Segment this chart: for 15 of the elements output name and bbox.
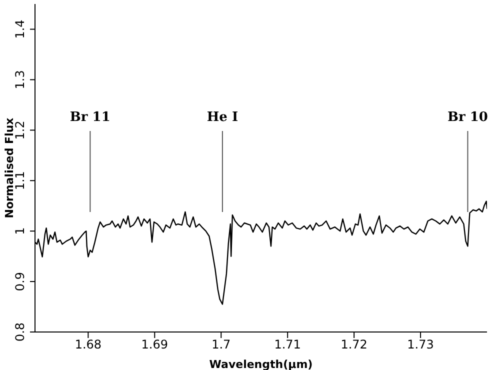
y-tick-label: 1.4 (13, 20, 27, 39)
y-tick-label: 0.9 (13, 272, 27, 292)
y-tick-label: 0.8 (13, 322, 27, 342)
x-tick-label: 1.73 (407, 338, 434, 352)
x-tick-label: 1.7 (212, 338, 231, 352)
x-tick-label: 1.68 (74, 338, 102, 352)
ref-line-label: Br 10 (447, 110, 488, 125)
y-tick-label: 1 (13, 227, 27, 235)
x-tick-label: 1.71 (274, 338, 301, 352)
y-tick-label: 1.3 (13, 70, 27, 90)
ref-line-label: He I (206, 110, 238, 125)
x-axis-title: Wavelength(μm) (209, 358, 313, 370)
x-tick-label: 1.72 (340, 338, 368, 352)
ref-line-label: Br 11 (70, 110, 110, 125)
x-tick-label: 1.69 (141, 338, 168, 352)
